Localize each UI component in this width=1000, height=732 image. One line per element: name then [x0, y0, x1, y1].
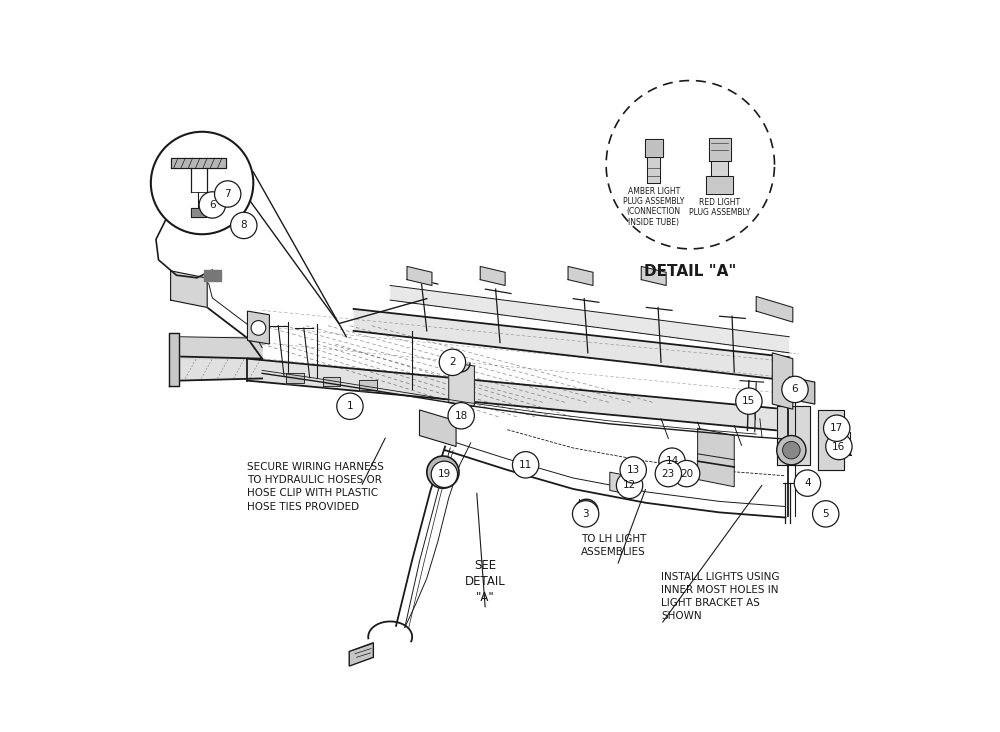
Polygon shape [419, 410, 456, 447]
Polygon shape [247, 311, 269, 344]
Text: 3: 3 [582, 509, 589, 519]
Circle shape [824, 415, 850, 441]
Circle shape [512, 452, 539, 478]
Polygon shape [789, 377, 815, 404]
Circle shape [575, 499, 598, 523]
Text: INSTALL LIGHTS USING
INNER MOST HOLES IN
LIGHT BRACKET AS
SHOWN: INSTALL LIGHTS USING INNER MOST HOLES IN… [661, 572, 780, 621]
Text: RED LIGHT
PLUG ASSEMBLY: RED LIGHT PLUG ASSEMBLY [689, 198, 750, 217]
Text: 20: 20 [680, 468, 693, 479]
Text: DETAIL "A": DETAIL "A" [644, 264, 737, 278]
Polygon shape [359, 381, 377, 390]
Circle shape [572, 501, 599, 527]
Polygon shape [756, 296, 793, 322]
Polygon shape [323, 377, 340, 386]
Circle shape [782, 376, 808, 403]
Polygon shape [818, 410, 844, 470]
Text: 23: 23 [662, 468, 675, 479]
Polygon shape [354, 309, 789, 381]
Circle shape [655, 460, 682, 487]
Polygon shape [706, 176, 733, 194]
Circle shape [736, 388, 762, 414]
Text: SEE
DETAIL
"A": SEE DETAIL "A" [465, 559, 506, 605]
Polygon shape [777, 406, 810, 465]
Circle shape [616, 472, 643, 498]
Circle shape [813, 501, 839, 527]
Polygon shape [191, 208, 206, 217]
Polygon shape [568, 266, 593, 285]
Polygon shape [171, 158, 226, 168]
Polygon shape [169, 333, 179, 386]
Circle shape [151, 132, 253, 234]
Text: 7: 7 [224, 189, 231, 199]
Text: 5: 5 [822, 509, 829, 519]
Polygon shape [449, 362, 474, 406]
Polygon shape [709, 138, 731, 161]
Text: SECURE WIRING HARNESS
TO HYDRAULIC HOSES OR
HOSE CLIP WITH PLASTIC
HOSE TIES PRO: SECURE WIRING HARNESS TO HYDRAULIC HOSES… [247, 462, 384, 512]
Polygon shape [480, 266, 505, 285]
Circle shape [434, 463, 452, 481]
Text: 13: 13 [627, 465, 640, 475]
Text: 8: 8 [240, 220, 247, 231]
Polygon shape [772, 353, 793, 409]
Text: 16: 16 [832, 441, 846, 452]
Circle shape [439, 349, 466, 376]
Polygon shape [390, 285, 789, 353]
Circle shape [427, 456, 459, 488]
Polygon shape [286, 373, 304, 383]
Text: 6: 6 [792, 384, 798, 395]
Circle shape [231, 212, 257, 239]
Text: 1: 1 [347, 401, 353, 411]
Text: 19: 19 [438, 469, 451, 479]
Polygon shape [247, 359, 793, 432]
Circle shape [826, 433, 852, 460]
Text: 6: 6 [209, 200, 216, 210]
Circle shape [337, 393, 363, 419]
Circle shape [581, 505, 592, 517]
Circle shape [431, 461, 458, 488]
Text: 11: 11 [519, 460, 532, 470]
Text: 12: 12 [623, 480, 636, 490]
Polygon shape [178, 337, 262, 359]
Text: TO LH LIGHT
ASSEMBLIES: TO LH LIGHT ASSEMBLIES [581, 534, 646, 556]
Polygon shape [698, 428, 734, 487]
Text: 14: 14 [665, 456, 679, 466]
Text: AMBER LIGHT
PLUG ASSEMBLY
(CONNECTION
INSIDE TUBE): AMBER LIGHT PLUG ASSEMBLY (CONNECTION IN… [623, 187, 684, 227]
Polygon shape [641, 266, 666, 285]
Circle shape [777, 436, 806, 465]
Text: 2: 2 [449, 357, 456, 367]
Polygon shape [171, 271, 207, 307]
Polygon shape [610, 472, 635, 496]
Text: 18: 18 [455, 411, 468, 421]
Circle shape [215, 181, 241, 207]
Text: 15: 15 [742, 396, 756, 406]
Circle shape [448, 403, 474, 429]
Circle shape [673, 460, 700, 487]
Polygon shape [407, 266, 432, 285]
Text: 4: 4 [804, 478, 811, 488]
Circle shape [794, 470, 821, 496]
Circle shape [783, 441, 800, 459]
Circle shape [659, 448, 685, 474]
Polygon shape [204, 270, 221, 281]
Polygon shape [178, 356, 262, 381]
Polygon shape [711, 161, 728, 176]
Circle shape [251, 321, 266, 335]
Polygon shape [645, 139, 663, 157]
Text: 17: 17 [830, 423, 843, 433]
Circle shape [620, 457, 646, 483]
Polygon shape [647, 157, 660, 183]
Circle shape [199, 192, 226, 218]
Polygon shape [349, 643, 373, 666]
